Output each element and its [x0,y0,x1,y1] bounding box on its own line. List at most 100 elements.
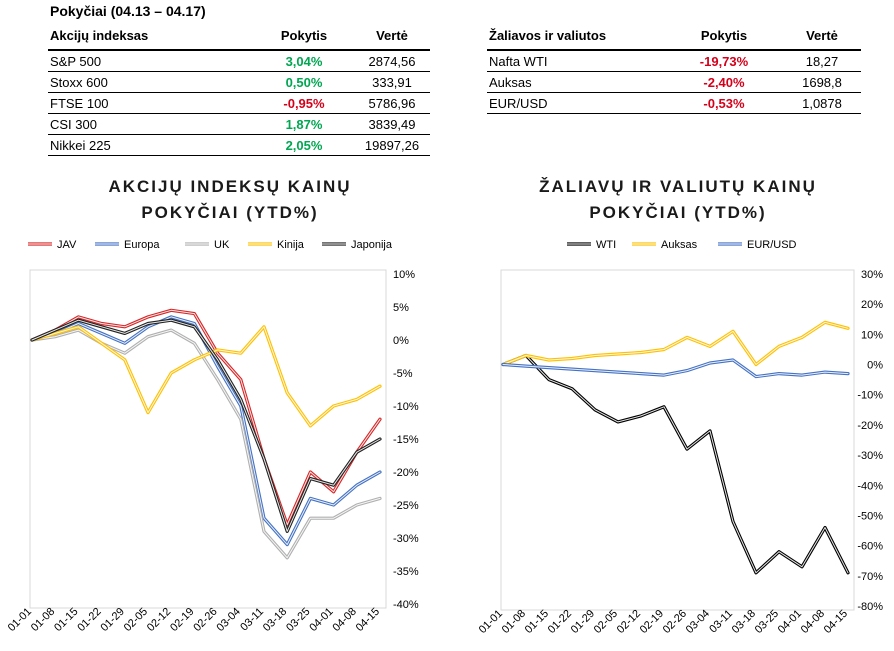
chart2-xtick-label: 03-11 [707,608,735,636]
equity-row: S&P 500 3,04% 2874,56 [48,50,430,72]
chart1-series-kinija-highlight [31,326,381,427]
chart1-xtick-label: 03-18 [261,606,289,634]
equity-change-cell: 2,05% [254,134,354,156]
chart1-xtick-label: 02-26 [191,606,219,634]
chart2-xtick-label: 01-01 [477,608,505,636]
chart1-ytick-label: -40% [393,599,419,611]
chart1-ytick-label: -10% [393,401,419,413]
commodity-change-cell: -19,73% [665,50,783,72]
page-heading: Pokyčiai (04.13 – 04.17) [50,3,206,19]
chart2-legend-wti-label: WTI [596,239,616,251]
equity-name-cell: FTSE 100 [48,92,254,114]
chart1-legend-uk-label: UK [214,239,230,251]
chart1-xtick-label: 02-12 [145,606,173,634]
chart2-ytick-label: 10% [861,329,883,341]
chart1-ytick-label: 5% [393,302,409,314]
chart1-ytick-label: 0% [393,335,409,347]
chart1-title: AKCIJŲ INDEKSŲ KAINŲ POKYČIAI (YTD%) [40,174,420,226]
chart1-xtick-label: 01-22 [75,606,103,634]
chart2-ytick-label: 0% [867,360,883,372]
commodity-change-cell: -2,40% [665,71,783,93]
chart2-xtick-label: 02-19 [638,608,666,636]
chart2-ytick-label: -10% [857,390,883,402]
chart2-title: ŽALIAVŲ IR VALIUTŲ KAINŲ POKYČIAI (YTD%) [488,174,868,226]
commodity-row: Auksas -2,40% 1698,8 [487,71,861,93]
chart1-plot-frame [29,269,387,609]
commodity-header-change: Pokytis [665,22,783,51]
chart2-ytick-label: -60% [857,541,883,553]
commodity-header-name: Žaliavos ir valiutos [487,22,665,51]
chart2-ytick-label: -50% [857,510,883,522]
chart2-xtick-label: 01-29 [569,608,597,636]
chart2-ytick-label: -40% [857,480,883,492]
commodity-name-cell: EUR/USD [487,92,665,114]
commodity-header-value: Vertė [783,22,861,51]
equity-value-cell: 333,91 [354,71,430,93]
commodity-value-cell: 1,0878 [783,92,861,114]
chart1-xtick-label: 04-01 [307,606,335,634]
equity-name-cell: S&P 500 [48,50,254,72]
equity-row: Stoxx 600 0,50% 333,91 [48,71,430,93]
commodity-value-cell: 18,27 [783,50,861,72]
chart2-xtick-label: 04-08 [799,608,827,636]
chart1-xtick-label: 04-08 [331,606,359,634]
chart1-series-japonija-line [30,318,382,534]
commodity-name-cell: Nafta WTI [487,50,665,72]
chart2-xtick-label: 04-15 [822,608,850,636]
chart1-series-japonija-highlight [31,319,381,532]
equity-value-cell: 2874,56 [354,50,430,72]
chart2-ytick-label: -70% [857,571,883,583]
chart1-xtick-label: 01-01 [6,606,34,634]
equity-table-header: Akcijų indeksas Pokytis Vertė [48,22,430,51]
chart1-legend-kinija-label: Kinija [277,239,305,251]
chart1-ytick-label: -20% [393,467,419,479]
chart1-xtick-label: 02-19 [168,606,196,634]
chart2-ytick-label: 30% [861,269,883,281]
commodity-change-cell: -0,53% [665,92,783,114]
chart2-xtick-label: 02-12 [615,608,643,636]
equity-value-cell: 3839,49 [354,113,430,135]
chart1-legend-europa-label: Europa [124,239,160,251]
commodity-table: Žaliavos ir valiutos Pokytis Vertė Nafta… [487,22,861,114]
commodity-value-cell: 1698,8 [783,71,861,93]
chart1-xtick-label: 01-29 [99,606,127,634]
chart1-series-uk-line [30,328,382,560]
commodity-row: EUR/USD -0,53% 1,0878 [487,92,861,114]
chart1-ytick-label: -30% [393,533,419,545]
chart2-ytick-label: 20% [861,299,883,311]
chart1-legend-japonija-label: Japonija [351,239,393,251]
chart1-xtick-label: 03-04 [215,606,243,634]
equity-name-cell: Nikkei 225 [48,134,254,156]
chart2-xtick-label: 01-22 [546,608,574,636]
chart1-title-line2: POKYČIAI (YTD%) [141,203,319,222]
chart2-series-eurusd-highlight [502,359,849,378]
equity-name-cell: Stoxx 600 [48,71,254,93]
chart2-plot-frame [500,269,855,611]
equity-value-cell: 19897,26 [354,134,430,156]
chart1-xtick-label: 01-15 [52,606,80,634]
chart2-title-line2: POKYČIAI (YTD%) [589,203,767,222]
chart1-xtick-label: 01-08 [29,606,57,634]
commodity-name-cell: Auksas [487,71,665,93]
equity-row: FTSE 100 -0,95% 5786,96 [48,92,430,114]
chart1-xtick-label: 03-11 [238,606,266,634]
chart1-xtick-label: 02-05 [122,606,150,634]
chart1-xtick-label: 04-15 [354,606,382,634]
chart1-legend-jav-label: JAV [57,239,77,251]
chart2-xtick-label: 02-26 [661,608,689,636]
chart2-legend-auksas-label: Auksas [661,239,698,251]
chart2-xtick-label: 01-15 [523,608,551,636]
chart1-ytick-label: -5% [393,368,413,380]
equity-row: CSI 300 1,87% 3839,49 [48,113,430,135]
commodity-row: Nafta WTI -19,73% 18,27 [487,50,861,72]
chart2-title-line1: ŽALIAVŲ IR VALIUTŲ KAINŲ [539,177,817,196]
chart1-ytick-label: -35% [393,566,419,578]
equity-change-cell: 3,04% [254,50,354,72]
chart2-series-wti-highlight [502,355,849,574]
commodity-table-header: Žaliavos ir valiutos Pokytis Vertė [487,22,861,51]
equity-change-cell: 0,50% [254,71,354,93]
equity-change-cell: 1,87% [254,113,354,135]
chart2-series-auksas-highlight [502,321,849,365]
equity-value-cell: 5786,96 [354,92,430,114]
